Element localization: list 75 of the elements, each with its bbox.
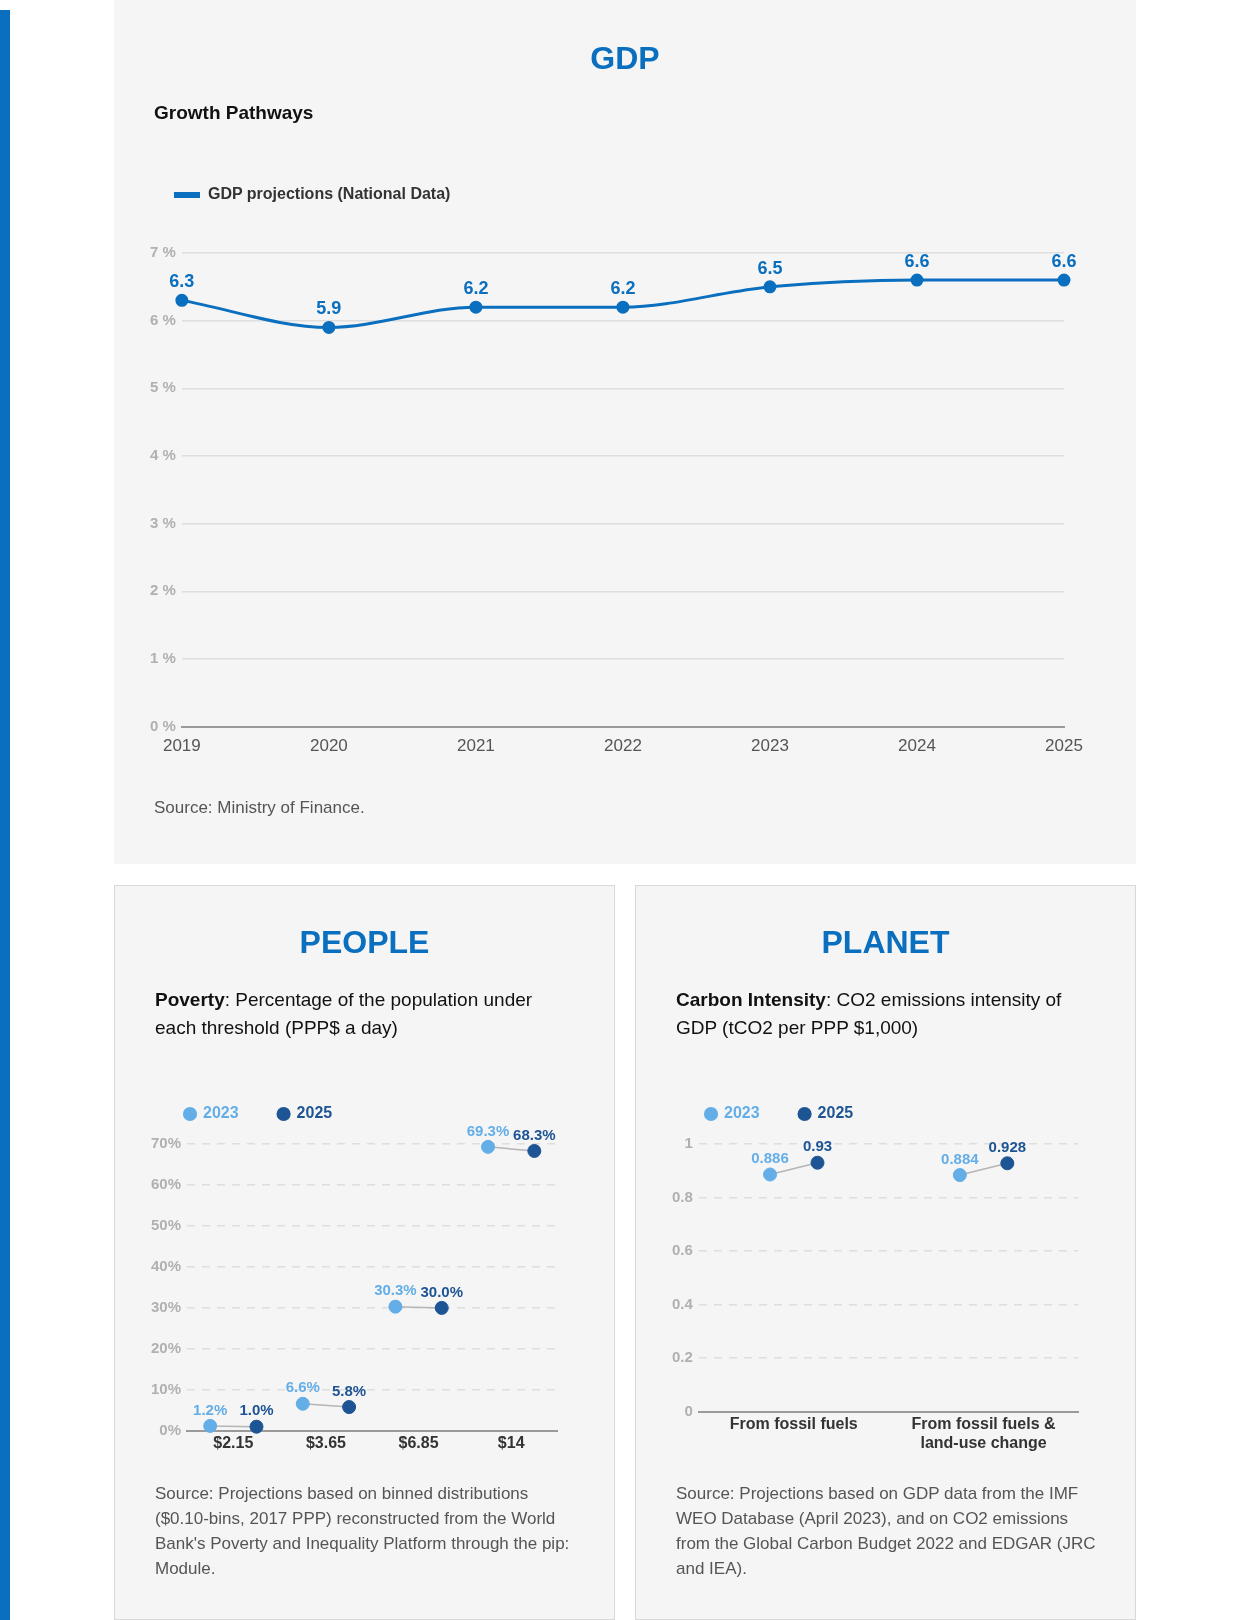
source-note: Source: Projections based on GDP data from the IMF WEO Database (April 2023), and on CO2 emissions from the Global Carbon Budget 2022 and EDGAR (JRC and IEA). <box>676 1483 1097 1580</box>
data-label: 6.5 <box>757 257 783 278</box>
point <box>322 320 336 334</box>
source-note: Source: Projections based on binned distributions ($0.10-bins, 2017 PPP) reconstructed from the World Bank's Poverty and Inequality Platform through the pip: Module. <box>155 1483 571 1580</box>
y-tick-label: 60% <box>150 1175 182 1193</box>
x-tick-label: 2023 <box>751 736 789 756</box>
data-label: 6.6 <box>1051 251 1077 272</box>
data-label: 68.3% <box>513 1125 556 1143</box>
data-label: 30.0% <box>420 1282 463 1300</box>
data-label: 1.0% <box>239 1401 274 1419</box>
y-tick-label: 30% <box>150 1298 182 1316</box>
x-tick-label: $2.15 <box>213 1433 254 1451</box>
x-tick-label: From fossil fuels <box>729 1414 858 1432</box>
y-tick-label: 0.8 <box>671 1187 693 1205</box>
legend-label: 2025 <box>296 1104 333 1122</box>
y-tick-label: 5 % <box>149 378 176 396</box>
y-tick-label: 3 % <box>149 513 176 531</box>
x-tick-label: 2024 <box>898 736 936 756</box>
x-tick-label: 2025 <box>1045 736 1083 756</box>
data-label: 0.886 <box>751 1149 789 1167</box>
data-label: 5.9 <box>316 298 342 319</box>
chart-subtitle: Carbon Intensity: CO2 emissions intensity of GDP (tCO2 per PPP $1,000) <box>676 989 1062 1038</box>
x-tick-label: From fossil fuels & land-use change <box>911 1414 1057 1451</box>
point <box>910 273 924 287</box>
data-label: 6.6% <box>285 1378 320 1396</box>
y-tick-label: 2 % <box>149 581 176 599</box>
point <box>616 300 630 314</box>
data-label: 0.93 <box>802 1137 833 1155</box>
y-tick-label: 1 <box>684 1134 693 1152</box>
x-tick-label: 2021 <box>456 736 495 756</box>
data-label: 0.928 <box>988 1137 1027 1155</box>
data-label: 6.2 <box>610 278 636 299</box>
point <box>175 293 189 307</box>
chart-title: GDP <box>589 40 661 77</box>
y-tick-label: 6 % <box>149 310 176 328</box>
y-tick-label: 10% <box>150 1379 182 1397</box>
x-tick-label: 2019 <box>162 736 201 756</box>
data-label: 6.6 <box>904 251 930 272</box>
y-tick-label: 20% <box>150 1339 182 1356</box>
point <box>469 300 483 314</box>
y-tick-label: 70% <box>150 1134 182 1152</box>
source-note: Source: Ministry of Finance. <box>154 797 366 819</box>
y-tick-label: 0.2 <box>671 1348 693 1366</box>
point <box>1057 273 1071 287</box>
x-tick-label: 2022 <box>604 736 642 756</box>
x-tick-label: $6.85 <box>398 1433 439 1451</box>
y-tick-label: 1 % <box>149 649 176 667</box>
data-label: 30.3% <box>374 1281 417 1299</box>
y-tick-label: 50% <box>150 1216 182 1234</box>
y-tick-label: 0 <box>684 1401 693 1419</box>
data-label: 6.3 <box>169 271 195 292</box>
legend-label: 2023 <box>724 1104 760 1122</box>
data-label: 0.884 <box>941 1149 980 1167</box>
chart-subtitle: Growth Pathways <box>154 102 315 124</box>
legend-label: 2023 <box>203 1104 239 1122</box>
legend-label: 2025 <box>817 1104 854 1122</box>
y-tick-label: 40% <box>150 1257 182 1275</box>
x-tick-label: $14 <box>497 1433 525 1451</box>
x-tick-label: 2020 <box>309 736 348 756</box>
chart-subtitle: Poverty: Percentage of the population under each threshold (PPP$ a day) <box>155 989 533 1038</box>
point <box>763 280 777 294</box>
chart-title: PEOPLE <box>298 924 431 961</box>
y-tick-label: 0.6 <box>671 1241 693 1259</box>
y-tick-label: 0% <box>159 1420 182 1438</box>
y-tick-label: 7 % <box>149 243 176 261</box>
y-tick-label: 4 % <box>149 446 176 464</box>
x-tick-label: $3.65 <box>305 1433 347 1451</box>
data-label: 6.2 <box>463 278 489 299</box>
y-tick-label: 0 % <box>149 716 176 734</box>
y-tick-label: 0.4 <box>671 1294 694 1312</box>
legend-label: GDP projections (National Data) <box>208 185 451 203</box>
data-label: 69.3% <box>466 1121 510 1139</box>
chart-title: PLANET <box>820 924 951 961</box>
data-label: 5.8% <box>332 1381 367 1399</box>
data-label: 1.2% <box>193 1400 228 1418</box>
